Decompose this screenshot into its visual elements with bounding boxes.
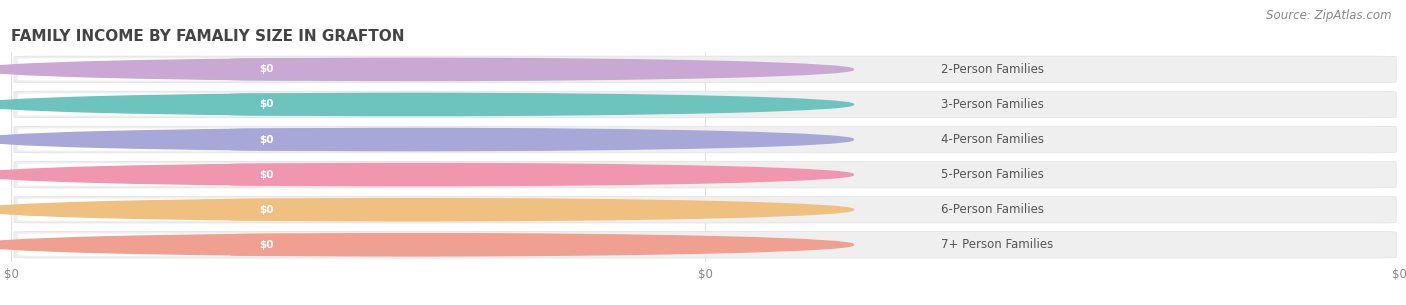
Circle shape [0, 234, 853, 256]
FancyBboxPatch shape [14, 56, 1396, 83]
FancyBboxPatch shape [18, 163, 309, 186]
Text: 5-Person Families: 5-Person Families [942, 168, 1045, 181]
Circle shape [0, 199, 853, 221]
Text: 3-Person Families: 3-Person Families [942, 98, 1045, 111]
Circle shape [0, 163, 853, 186]
Text: 7+ Person Families: 7+ Person Families [942, 238, 1053, 251]
Text: FAMILY INCOME BY FAMALIY SIZE IN GRAFTON: FAMILY INCOME BY FAMALIY SIZE IN GRAFTON [11, 29, 405, 44]
FancyBboxPatch shape [231, 163, 302, 186]
Text: 6-Person Families: 6-Person Families [942, 203, 1045, 216]
Circle shape [0, 128, 853, 151]
FancyBboxPatch shape [14, 196, 1396, 223]
Circle shape [0, 58, 853, 81]
Circle shape [0, 93, 853, 116]
Text: $0: $0 [259, 205, 274, 215]
FancyBboxPatch shape [231, 234, 302, 256]
Text: $0: $0 [259, 240, 274, 250]
Text: $0: $0 [259, 170, 274, 180]
Text: 2-Person Families: 2-Person Families [942, 63, 1045, 76]
Text: $0: $0 [259, 64, 274, 74]
FancyBboxPatch shape [18, 199, 309, 221]
FancyBboxPatch shape [18, 93, 309, 116]
Text: $0: $0 [259, 135, 274, 145]
FancyBboxPatch shape [231, 128, 302, 151]
FancyBboxPatch shape [14, 126, 1396, 153]
FancyBboxPatch shape [231, 199, 302, 221]
Text: 4-Person Families: 4-Person Families [942, 133, 1045, 146]
Text: $0: $0 [259, 99, 274, 109]
FancyBboxPatch shape [14, 161, 1396, 188]
FancyBboxPatch shape [231, 58, 302, 81]
FancyBboxPatch shape [18, 58, 309, 81]
FancyBboxPatch shape [18, 234, 309, 256]
FancyBboxPatch shape [231, 93, 302, 116]
FancyBboxPatch shape [14, 231, 1396, 258]
Text: Source: ZipAtlas.com: Source: ZipAtlas.com [1267, 9, 1392, 22]
FancyBboxPatch shape [18, 128, 309, 151]
FancyBboxPatch shape [14, 91, 1396, 118]
